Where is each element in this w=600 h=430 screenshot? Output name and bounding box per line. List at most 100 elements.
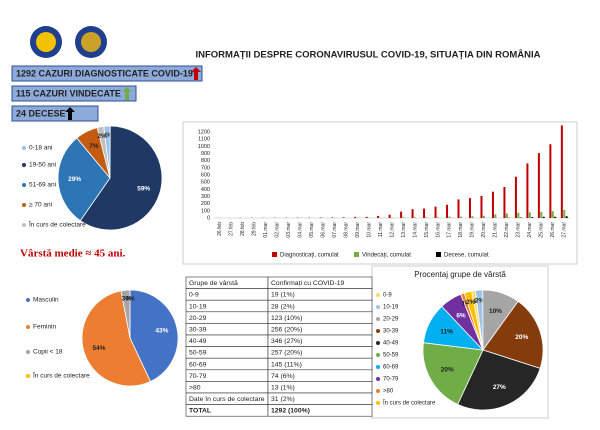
y-tick-label: 1200 [198,129,210,135]
bar [425,217,428,218]
pie-slice [57,137,111,222]
legend-label: 50-59 [383,353,399,359]
table-text: 20-29 [189,315,207,322]
y-tick-label: 300 [201,194,210,200]
bar [342,217,345,218]
table-text: 40-49 [189,338,207,345]
legend-marker [26,374,30,378]
data-label: 54% [92,345,105,352]
legend-marker [376,401,380,405]
data-label: 2% [97,133,107,140]
legend-marker [22,183,26,187]
bar [537,153,540,218]
legend-marker [22,163,26,167]
data-label: 2% [103,132,113,139]
legend-label: 40-49 [383,341,399,347]
data-label: 29% [68,176,81,183]
table-text: 50-59 [189,350,207,357]
logo [36,32,56,52]
bar [459,216,462,218]
data-label: 3% [122,296,132,303]
bar [542,216,545,218]
legend-label: Feminin [33,324,57,331]
x-tick-label: 26.feb [217,222,223,236]
bar [413,217,416,218]
legend-label: 19-50 ani [29,162,56,169]
legend-marker [26,298,30,302]
table-text: 1292 (100%) [271,408,310,415]
data-label: 11% [440,328,453,335]
x-tick-label: 05.mar [309,222,315,238]
bar [551,211,554,218]
y-tick-label: 1000 [198,144,210,150]
data-label: 6% [456,312,466,319]
logos [30,26,107,58]
chart-title: Procentaj grupe de vârstă [414,270,506,279]
bar [554,216,557,218]
pie-slice [79,125,163,231]
x-tick-label: 13.mar [401,222,407,238]
legend-label: 30-39 [383,329,399,335]
y-tick-label: 100 [201,208,210,214]
data-label: 7% [89,143,99,150]
legend-label: 70-79 [383,377,399,383]
table-text: 31 (2%) [271,396,295,403]
legend-label: 20-29 [383,317,399,323]
average-age: Vârstă medie ≈ 45 ani. [20,248,126,260]
x-tick-label: 24.mar [527,222,533,238]
legend-marker [376,365,380,369]
page-title: INFORMAȚII DESPRE CORONAVIRUSUL COVID-19… [195,49,540,61]
bar [494,214,497,218]
table-text: TOTAL [189,408,211,415]
bar [434,206,437,218]
bar [411,209,414,218]
legend-label: 51-69 ani [29,182,56,189]
x-tick-label: 16.mar [435,222,441,238]
legend-marker [376,329,380,333]
pie-slice [120,289,131,339]
table-text: 13 (1%) [271,384,295,391]
table-cell [267,404,373,417]
legend-label: 10-19 [383,305,399,311]
bar [400,211,403,218]
x-tick-label: 23.mar [516,222,522,238]
table-text: 19 (1%) [271,292,295,299]
legend-label: 0-9 [383,293,392,299]
arrow-up [122,87,132,100]
bar [377,215,380,218]
stat-box [11,105,99,122]
x-tick-label: 21.mar [493,222,499,238]
table-text: 74 (6%) [271,373,295,380]
table-text: 28 (2%) [271,303,295,310]
legend-marker [376,341,380,345]
legend-marker [22,146,26,150]
table-text: 256 (20%) [271,326,302,333]
pie-slice [422,342,484,405]
bar [519,217,522,218]
x-tick-label: 14.mar [412,222,418,238]
bar [560,125,563,218]
y-tick-label: 1100 [198,137,210,143]
x-tick-label: 27.mar [562,222,568,238]
bar [354,216,357,218]
table-text: 145 (11%) [271,361,302,368]
bar [514,176,517,218]
bar [491,191,494,218]
legend-label: ≥ 70 ani [29,202,52,209]
pie-slice [463,290,484,351]
stat-text: 1292 CAZURI DIAGNOSTICATE COVID-19 [16,68,193,78]
bar [528,212,531,218]
stat-box [11,65,203,82]
bar [503,186,506,218]
x-tick-label: 20.mar [481,222,487,238]
bar [331,217,334,218]
x-tick-label: 08.mar [343,222,349,238]
x-tick-label: 02.mar [274,222,280,238]
bar [505,213,508,218]
legend-marker [376,377,380,381]
y-tick-label: 400 [201,187,210,193]
bar [365,216,368,218]
x-tick-label: 19.mar [470,222,476,238]
legend-marker [376,293,380,297]
table-text: 30-39 [189,326,207,333]
